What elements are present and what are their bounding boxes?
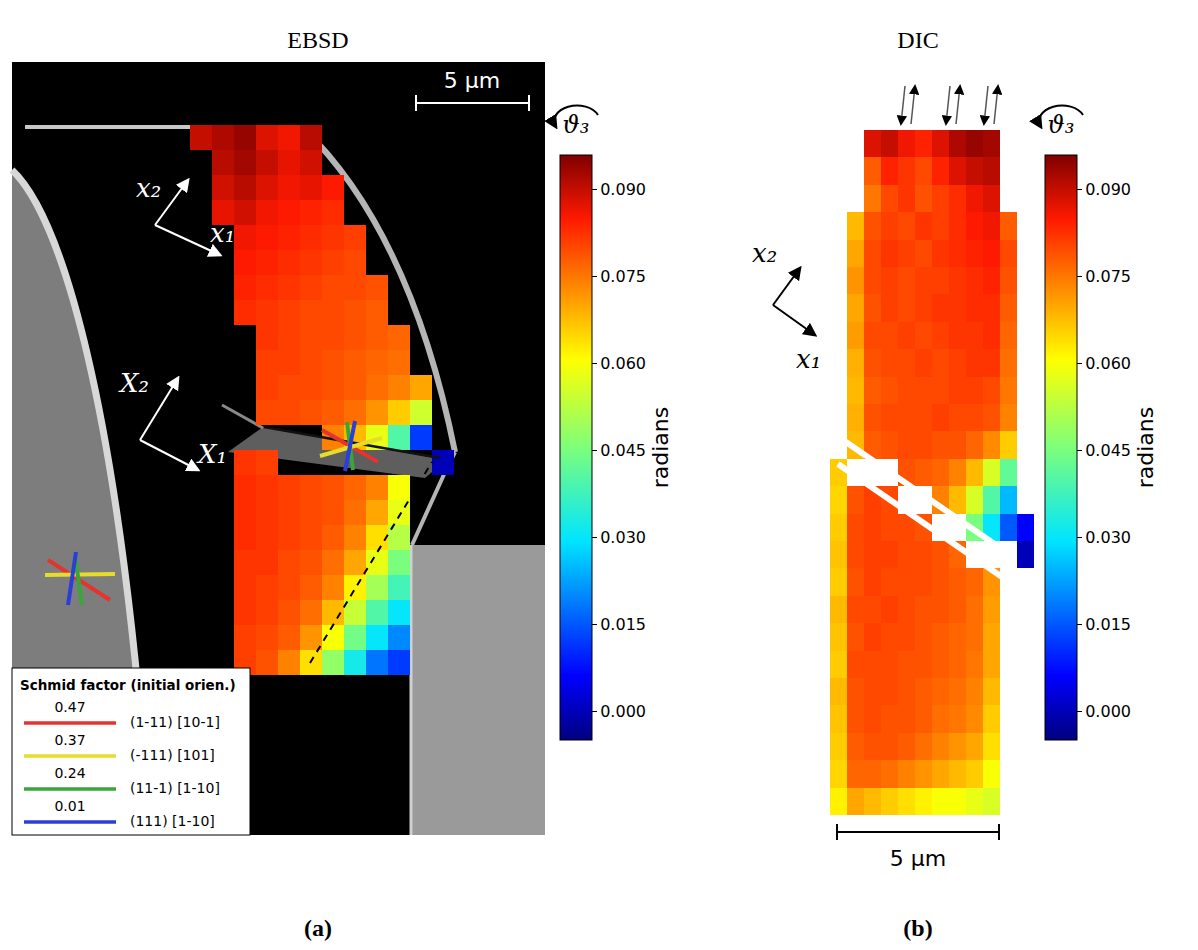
svg-text:(a): (a) bbox=[304, 915, 332, 941]
svg-text:(11-1) [1-10]: (11-1) [1-10] bbox=[130, 780, 220, 796]
svg-text:0.075: 0.075 bbox=[600, 267, 646, 286]
svg-text:5 µm: 5 µm bbox=[444, 68, 500, 93]
svg-text:X₁: X₁ bbox=[196, 439, 227, 469]
svg-text:x₂: x₂ bbox=[136, 173, 161, 203]
svg-text:DIC: DIC bbox=[897, 27, 938, 53]
svg-text:0.090: 0.090 bbox=[1085, 180, 1131, 199]
svg-text:0.01: 0.01 bbox=[54, 798, 85, 814]
svg-text:(-111) [101]: (-111) [101] bbox=[130, 747, 215, 763]
svg-text:0.030: 0.030 bbox=[1085, 528, 1131, 547]
svg-text:EBSD: EBSD bbox=[287, 27, 348, 53]
svg-text:5 µm: 5 µm bbox=[890, 846, 946, 871]
svg-text:0.47: 0.47 bbox=[54, 699, 85, 715]
svg-text:(b): (b) bbox=[903, 915, 932, 941]
svg-text:radians: radians bbox=[648, 407, 673, 489]
svg-text:0.030: 0.030 bbox=[600, 528, 646, 547]
svg-text:0.24: 0.24 bbox=[54, 765, 85, 781]
svg-text:radians: radians bbox=[1133, 407, 1158, 489]
svg-text:0.090: 0.090 bbox=[600, 180, 646, 199]
svg-text:0.045: 0.045 bbox=[600, 441, 646, 460]
svg-text:0.060: 0.060 bbox=[1085, 354, 1131, 373]
svg-text:0.000: 0.000 bbox=[600, 702, 646, 721]
svg-text:(1-11) [10-1]: (1-11) [10-1] bbox=[130, 714, 220, 730]
svg-text:x₁: x₁ bbox=[210, 218, 235, 248]
svg-text:0.37: 0.37 bbox=[54, 732, 85, 748]
svg-text:0.000: 0.000 bbox=[1085, 702, 1131, 721]
svg-text:ϑ₃: ϑ₃ bbox=[563, 111, 590, 139]
svg-text:0.015: 0.015 bbox=[600, 615, 646, 634]
svg-text:0.045: 0.045 bbox=[1085, 441, 1131, 460]
svg-text:(111) [1-10]: (111) [1-10] bbox=[130, 813, 215, 829]
svg-text:x₁: x₁ bbox=[796, 344, 821, 374]
svg-text:Schmid factor (initial orien.): Schmid factor (initial orien.) bbox=[20, 677, 236, 693]
svg-text:0.015: 0.015 bbox=[1085, 615, 1131, 634]
svg-text:x₂: x₂ bbox=[752, 238, 777, 268]
svg-text:0.060: 0.060 bbox=[600, 354, 646, 373]
svg-text:0.075: 0.075 bbox=[1085, 267, 1131, 286]
svg-text:ϑ₃: ϑ₃ bbox=[1048, 111, 1075, 139]
svg-text:X₂: X₂ bbox=[118, 368, 149, 398]
